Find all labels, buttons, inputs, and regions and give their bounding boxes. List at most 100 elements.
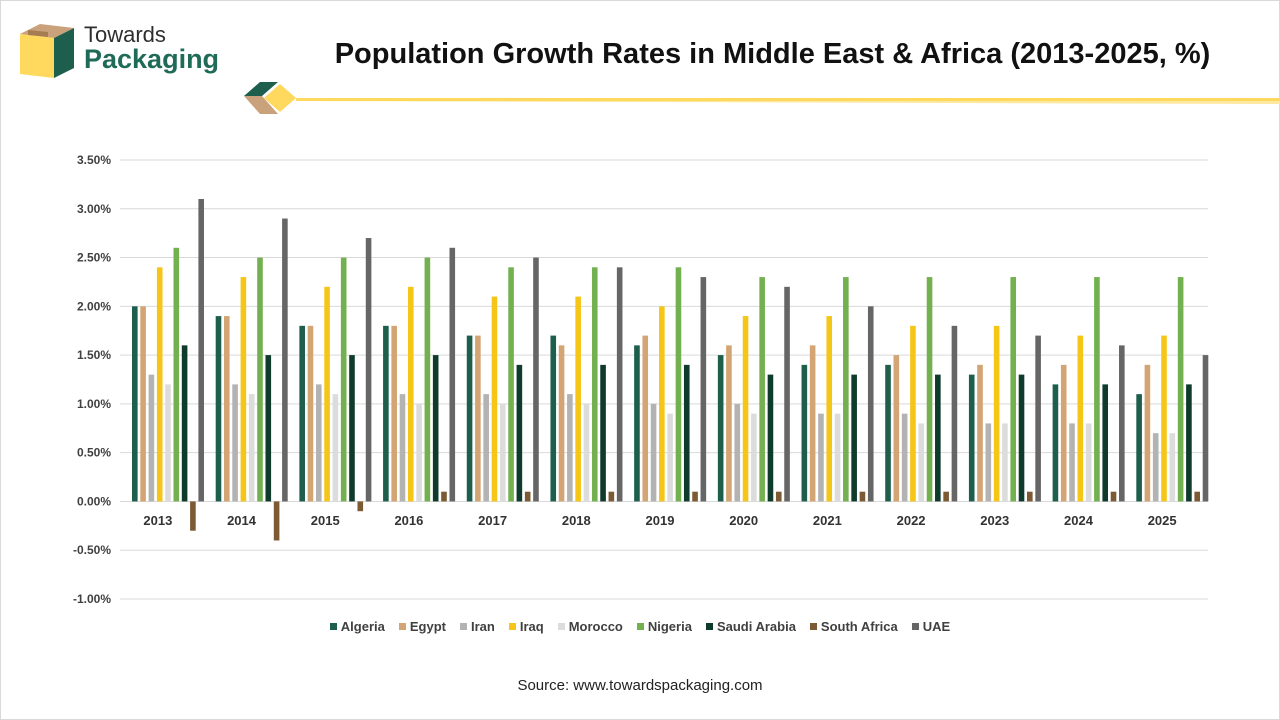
legend-item: Iran (460, 619, 495, 634)
x-tick-label: 2025 (1148, 513, 1177, 528)
bar (993, 325, 1000, 502)
bar (299, 325, 305, 502)
legend-item: South Africa (809, 619, 898, 634)
x-tick-label: 2024 (1064, 513, 1094, 528)
bar (784, 286, 790, 502)
x-tick-label: 2016 (394, 513, 423, 528)
bar (867, 306, 874, 502)
bar (1010, 277, 1017, 502)
legend-swatch (636, 623, 644, 630)
bar (683, 364, 690, 502)
y-tick-label: 2.00% (77, 299, 111, 313)
bar (223, 316, 230, 502)
bar (608, 491, 615, 502)
bar (1069, 423, 1075, 502)
legend-label: Algeria (340, 619, 385, 634)
bar (332, 394, 339, 502)
bar (859, 491, 866, 502)
bar (742, 316, 749, 502)
bar (926, 277, 933, 502)
bar (1035, 335, 1041, 502)
bar (675, 267, 682, 502)
bar (968, 374, 975, 502)
bar (834, 413, 841, 502)
bar (198, 199, 204, 502)
bar (324, 286, 330, 502)
legend-item: Iraq (508, 619, 544, 634)
bar (307, 325, 314, 502)
source-note: Source: www.towardspackaging.com (517, 677, 763, 694)
bar (240, 277, 247, 502)
y-tick-label: -0.50% (73, 543, 111, 557)
legend-label: Iran (471, 619, 495, 634)
y-tick-label: -1.00% (73, 592, 111, 606)
bar (775, 491, 782, 502)
x-tick-label: 2020 (729, 513, 758, 528)
bar (885, 364, 891, 502)
bar (1177, 277, 1184, 502)
bar (700, 277, 707, 502)
bar (432, 355, 439, 502)
bar (190, 501, 196, 531)
chart-legend: Algeria Egypt Iran Iraq Morocco Nigeria Saudi … (0, 619, 1280, 634)
legend-swatch (508, 623, 516, 630)
bar (977, 364, 983, 502)
legend-label: Morocco (568, 619, 623, 634)
legend-item: Morocco (557, 619, 623, 634)
bar (826, 316, 833, 502)
bar (516, 364, 523, 502)
bar (591, 267, 598, 502)
x-tick-label: 2019 (646, 513, 675, 528)
y-tick-label: 3.00% (77, 202, 111, 216)
x-tick-label: 2022 (897, 513, 926, 528)
bar (692, 491, 698, 502)
legend-swatch (705, 623, 713, 630)
bar (951, 325, 958, 502)
bar (282, 218, 288, 502)
legend-swatch (329, 623, 337, 630)
bar (767, 374, 774, 502)
legend-swatch (460, 623, 467, 630)
bar (232, 384, 238, 502)
bar (165, 384, 171, 502)
legend-swatch (398, 623, 406, 630)
y-tick-label: 1.00% (77, 397, 111, 411)
bar (634, 345, 640, 502)
bar (935, 374, 941, 502)
bar (248, 394, 255, 502)
bar (491, 296, 498, 502)
chart-title: Population Growth Rates in Middle East &… (334, 38, 1211, 70)
bar (449, 247, 456, 502)
legend-label: Nigeria (647, 619, 692, 634)
bar (475, 335, 481, 502)
bar (383, 325, 389, 502)
bar (132, 306, 138, 502)
bar (1027, 491, 1033, 502)
bar (1110, 491, 1117, 502)
brand-logo: Towards Packaging (18, 22, 248, 82)
bar (751, 413, 757, 502)
bar (1094, 277, 1100, 502)
legend-item: Algeria (329, 619, 385, 634)
bar (1144, 364, 1151, 502)
bar (315, 384, 322, 502)
legend-item: Saudi Arabia (705, 619, 796, 634)
legend-item: UAE (911, 619, 950, 634)
legend-item: Egypt (398, 619, 446, 634)
x-tick-label: 2013 (143, 513, 172, 528)
bar (524, 491, 531, 502)
bar (583, 403, 590, 502)
brand-name-line2: Packaging (84, 44, 220, 74)
bar (365, 238, 372, 502)
bar (1119, 345, 1125, 502)
bar (575, 296, 581, 502)
bar (173, 247, 180, 502)
x-tick-label: 2014 (227, 513, 257, 528)
bar (1052, 384, 1059, 502)
bar (809, 345, 816, 502)
bar (1186, 384, 1192, 502)
bar (717, 355, 724, 502)
bar (759, 277, 765, 502)
bar (818, 413, 824, 502)
